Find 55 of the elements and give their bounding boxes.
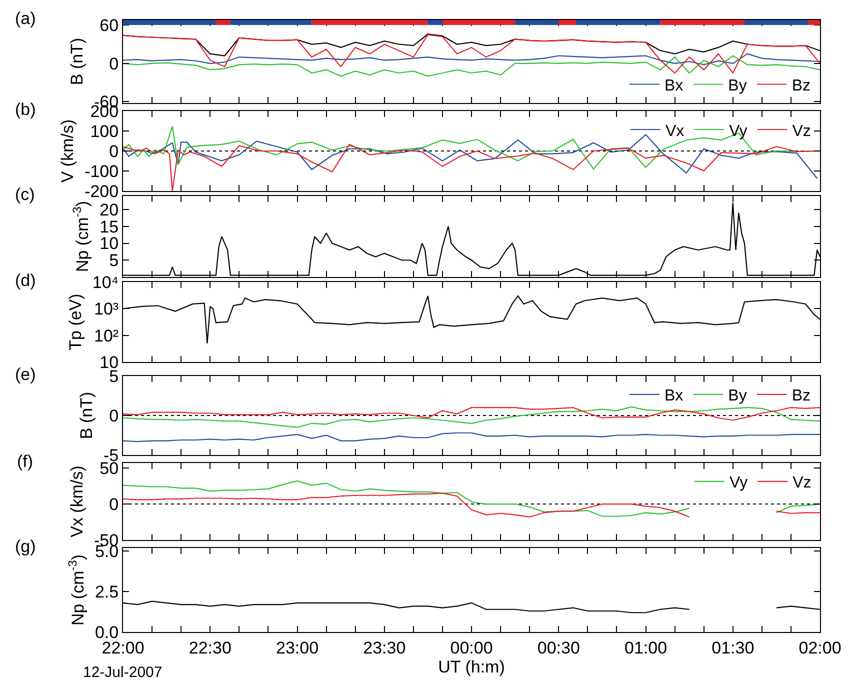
y-axis-title: B (nT): [68, 38, 87, 86]
y-tick-label: 0: [109, 494, 119, 514]
x-tick-label: 00:30: [537, 638, 580, 658]
y-tick-label: 20: [100, 200, 119, 220]
legend-label: Bx: [664, 77, 684, 94]
y-tick-label: -100: [84, 162, 119, 181]
text: (a): [15, 9, 36, 28]
y-tick-label: -200: [84, 182, 119, 201]
legend-label: Bx: [664, 388, 684, 405]
text: (g): [15, 537, 36, 556]
x-tick-label: 02:00: [798, 638, 842, 658]
x-tick-label: 01:00: [624, 638, 668, 658]
y-tick-label: 10³: [94, 300, 119, 319]
legend-label: Vy: [730, 474, 748, 492]
y-tick-label: 2.5: [94, 582, 119, 602]
legend-label: Vx: [666, 122, 684, 140]
line-series: [123, 34, 820, 74]
y-tick-label: 5: [109, 251, 119, 270]
line-series: [123, 55, 820, 77]
y-tick-label: 10: [100, 234, 119, 254]
x-tick-label: 23:00: [276, 638, 319, 658]
legend-label: Bz: [792, 388, 811, 405]
x-tick-label: 00:00: [450, 638, 493, 658]
text: (f): [17, 452, 34, 471]
text: (e): [15, 365, 36, 384]
y-axis-title: B (nT): [77, 392, 96, 440]
y-axis-title: V (km/s): [58, 119, 78, 183]
legend-label: By: [728, 388, 747, 405]
line-series: [123, 432, 820, 442]
x-axis-title: UT (h:m): [438, 657, 505, 676]
legend-label: Bz: [792, 77, 811, 94]
legend-label: Vy: [729, 122, 748, 140]
x-tick-label: 23:30: [363, 638, 406, 658]
line-series: [123, 407, 820, 421]
y-tick-label: 0: [109, 406, 119, 426]
text: 12-Jul-2007: [83, 664, 162, 681]
y-tick-label: 60: [100, 16, 119, 36]
y-tick-label: 0: [109, 54, 119, 74]
text: (b): [15, 100, 36, 119]
y-axis-title: Tp (eV): [66, 294, 85, 350]
y-tick-label: 0: [109, 142, 119, 161]
y-tick-label: 100: [90, 122, 119, 141]
y-tick-label: 15: [100, 217, 119, 236]
text: (d): [15, 271, 36, 290]
legend-label: Vz: [792, 122, 811, 140]
line-series: [123, 406, 820, 428]
legend-label: Vz: [792, 474, 812, 492]
text: (c): [15, 185, 35, 204]
x-tick-label: 01:30: [712, 638, 754, 658]
x-tick-label: 22:30: [188, 638, 232, 658]
legend-label: By: [728, 77, 747, 94]
y-tick-label: 10⁴: [92, 272, 119, 292]
y-axis-title: Vx (km/s): [68, 466, 87, 538]
y-tick-label: 10²: [94, 326, 119, 346]
line-series: [123, 53, 820, 66]
